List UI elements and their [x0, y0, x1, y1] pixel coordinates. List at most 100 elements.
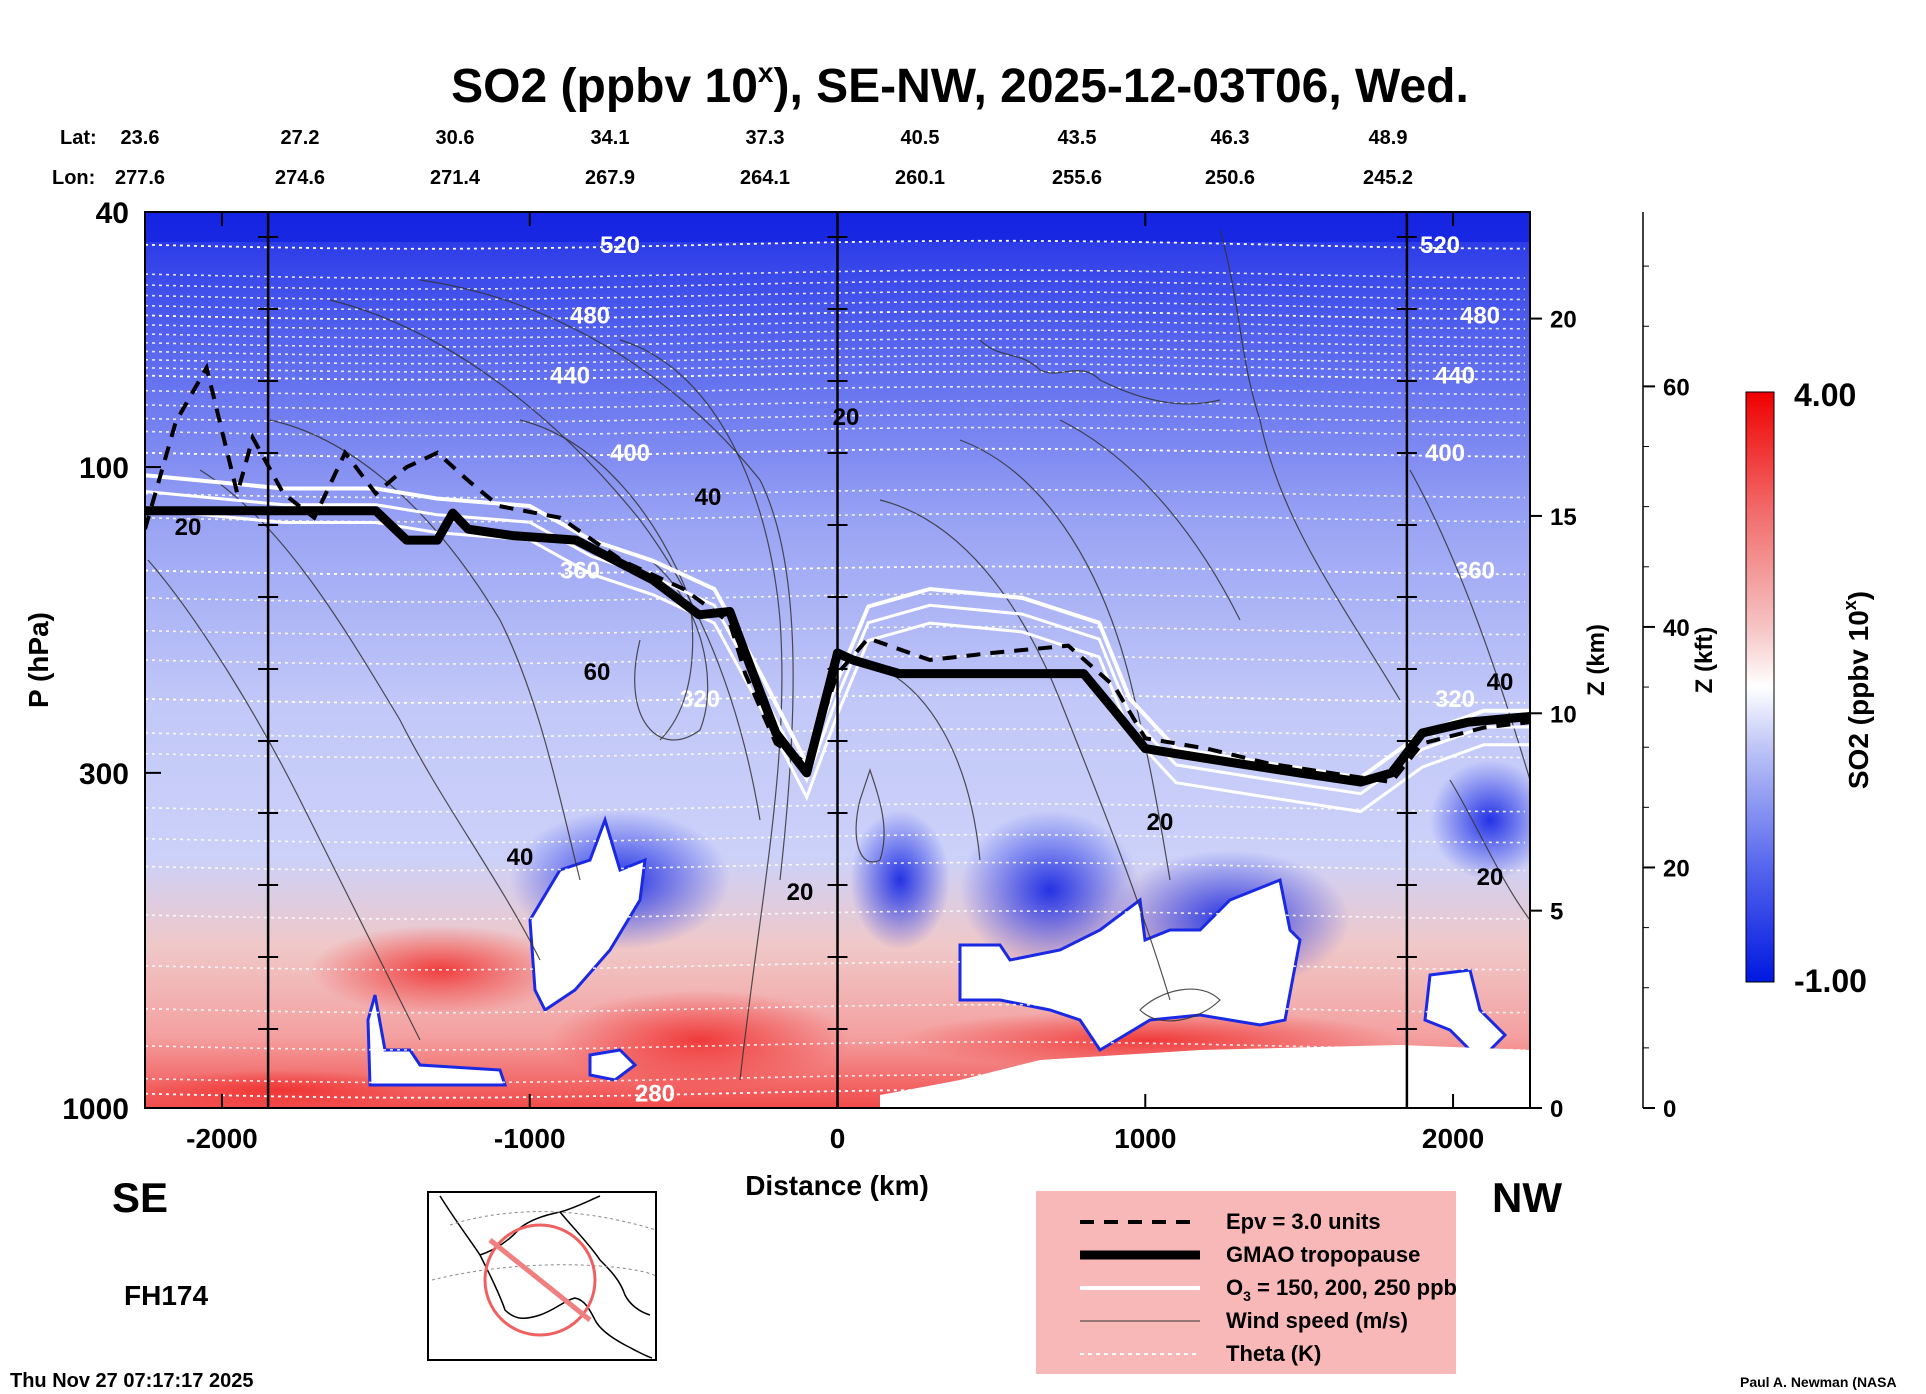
ground-region — [880, 1045, 1530, 1108]
inset-map-section-line — [488, 1238, 592, 1322]
wind-speed-label: 20 — [1147, 809, 1174, 836]
lon-label: Lon: — [52, 167, 95, 189]
wind-speed-contour — [979, 339, 1221, 405]
se-direction-label: SE — [112, 1174, 168, 1221]
theta-isentrope — [145, 413, 1526, 424]
lon-tick-labels: 277.6 274.6 271.4 267.9 264.1 260.1 255.6 250.6… — [115, 167, 1413, 189]
wind-speed-label: 20 — [175, 514, 202, 541]
lat-tick-label: 46.3 — [1211, 127, 1250, 149]
epv-line — [145, 362, 1530, 785]
colorbar-min-label: -1.00 — [1794, 963, 1867, 999]
theta-isentrope — [145, 447, 1526, 458]
lat-label: Lat: — [60, 127, 97, 149]
z-kft-axis: 0 20 40 60 — [1642, 212, 1690, 1123]
theta-isentrope — [145, 488, 1526, 499]
theta-isentrope — [145, 329, 1526, 339]
z-km-tick-label: 15 — [1550, 504, 1577, 531]
wind-speed-contour — [419, 279, 794, 881]
y-tick-label: 1000 — [62, 1093, 129, 1126]
theta-isentrope — [145, 961, 1526, 971]
y-axis-label: P (hPa) — [23, 612, 54, 708]
theta-isentrope — [145, 363, 1526, 373]
so2-masked-region — [958, 877, 1302, 1053]
lon-tick-label: 267.9 — [585, 167, 635, 189]
z-kft-tick-label: 0 — [1663, 1096, 1676, 1123]
theta-isentrope — [145, 694, 1526, 704]
wind-speed-contour — [959, 439, 1171, 881]
lon-tick-label: 250.6 — [1205, 167, 1255, 189]
theta-isentrope — [145, 400, 1526, 410]
x-tick-label: 1000 — [1114, 1123, 1176, 1154]
so2-masked-region — [588, 1048, 638, 1082]
so2-low-region — [960, 810, 1140, 970]
x-tick-label: -1000 — [494, 1123, 566, 1154]
theta-isentrope — [145, 290, 1526, 301]
colorbar — [1745, 391, 1775, 983]
colorbar-label: SO2 (ppbv 10x) — [1840, 591, 1874, 789]
so2-high-region — [145, 1070, 420, 1108]
lat-tick-label: 23.6 — [121, 127, 160, 149]
y-axis-ticks: 40 100 300 1000 — [62, 197, 161, 1126]
forecast-hour: FH174 — [124, 1280, 208, 1311]
wind-speed-contour — [1219, 229, 1401, 701]
wind-speed-contour — [269, 419, 581, 881]
theta-isentrope — [145, 1003, 1526, 1014]
credit: Paul A. Newman (NASA — [1740, 1374, 1897, 1390]
theta-isentrope — [145, 513, 1526, 523]
z-km-tick-label: 20 — [1550, 307, 1577, 334]
x-axis-ticks: -2000 -1000 0 1000 2000 — [186, 212, 1484, 1154]
lat-tick-label: 30.6 — [436, 127, 475, 149]
theta-isentrope — [145, 748, 1526, 759]
theta-isentrope — [145, 1088, 1526, 1099]
wind-speed-contour — [855, 768, 885, 863]
y-tick-label: 100 — [79, 452, 129, 485]
wind-speed-label: 40 — [695, 484, 722, 511]
lat-tick-label: 40.5 — [901, 127, 940, 149]
lat-tick-label: 27.2 — [281, 127, 320, 149]
theta-isentrope — [145, 300, 1526, 311]
theta-label: 400 — [1425, 440, 1465, 467]
theta-isentrope — [145, 346, 1526, 357]
x-tick-label: 2000 — [1422, 1123, 1484, 1154]
lon-tick-label: 274.6 — [275, 167, 325, 189]
theta-label: 320 — [680, 686, 720, 713]
lon-tick-label: 255.6 — [1052, 167, 1102, 189]
y-tick-label: 300 — [79, 758, 129, 791]
timestamp: Thu Nov 27 07:17:17 2025 — [10, 1370, 253, 1392]
z-km-tick-label: 5 — [1550, 899, 1563, 926]
lon-tick-label: 245.2 — [1363, 167, 1413, 189]
x-tick-label: 0 — [830, 1123, 846, 1154]
legend-theta-text: Theta (K) — [1226, 1341, 1321, 1366]
lat-tick-label: 48.9 — [1369, 127, 1408, 149]
wind-speed-contour — [329, 299, 761, 821]
theta-label: 280 — [635, 1081, 675, 1108]
y-tick-label: 40 — [96, 197, 129, 230]
theta-isentrope — [145, 239, 1526, 250]
theta-isentrope — [145, 833, 1526, 844]
theta-isentrope — [145, 370, 1526, 381]
so2-low-region — [850, 810, 950, 950]
legend: Epv = 3.0 units GMAO tropopause O3 = 150… — [1036, 1191, 1457, 1374]
lon-tick-label: 271.4 — [430, 167, 481, 189]
lon-tick-label: 260.1 — [895, 167, 945, 189]
theta-label: 320 — [1435, 686, 1475, 713]
theta-isentrope — [145, 1073, 1526, 1084]
wind-speed-contour — [1409, 469, 1530, 781]
theta-isentrope — [145, 861, 1526, 872]
theta-label: 440 — [550, 363, 590, 390]
theta-label: 480 — [570, 302, 610, 329]
z-kft-tick-label: 40 — [1663, 615, 1690, 642]
theta-isentrope — [145, 728, 1526, 738]
wind-speed-contour — [1449, 779, 1530, 921]
so2-low-region — [1430, 760, 1530, 880]
legend-ozone-text: O3 = 150, 200, 250 ppb — [1226, 1275, 1457, 1304]
chart-title: SO2 (ppbv 10x), SE-NW, 2025-12-03T06, We… — [451, 57, 1469, 113]
lat-tick-label: 37.3 — [746, 127, 785, 149]
ozone-250-line — [145, 507, 1530, 814]
wind-speed-label: 60 — [584, 659, 611, 686]
theta-label: 440 — [1435, 363, 1475, 390]
wind-speed-contour — [1059, 419, 1241, 621]
